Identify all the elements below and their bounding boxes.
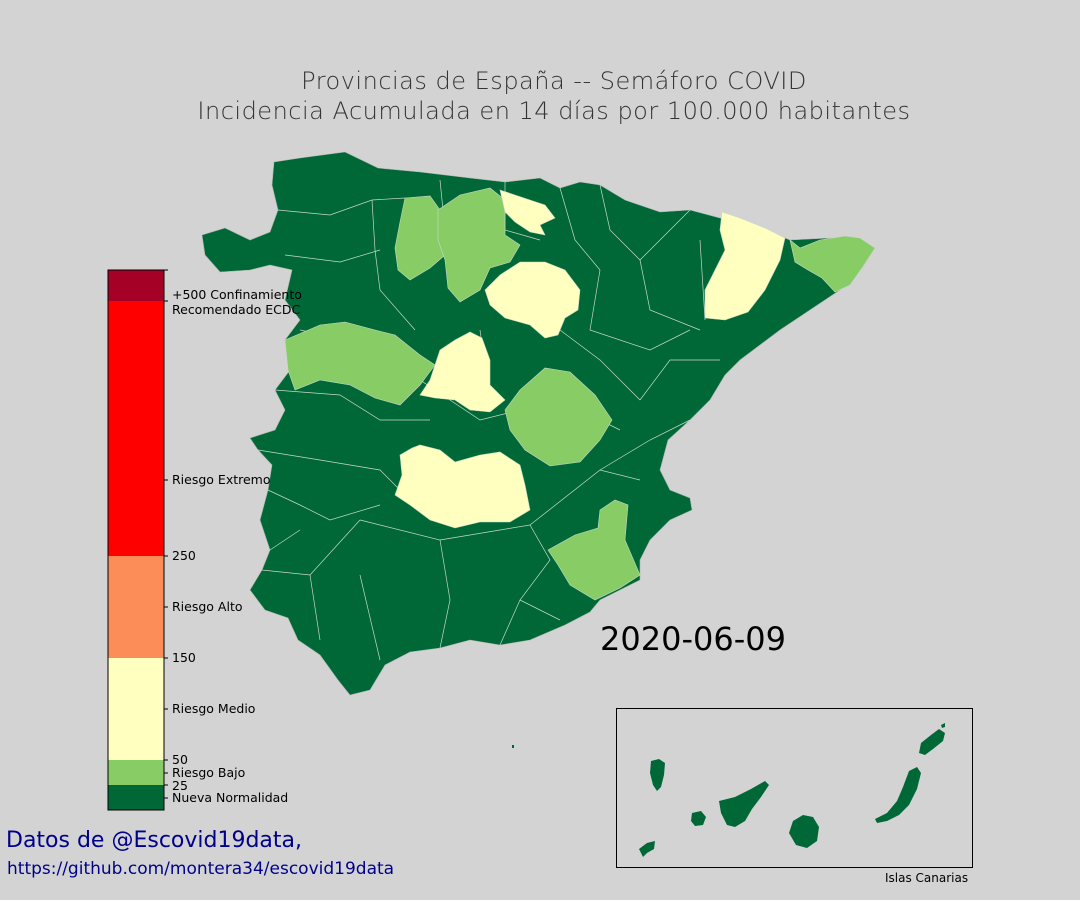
provinces-riesgo-medio xyxy=(394,189,786,529)
colorbar-segment-normal xyxy=(108,785,164,810)
province-alava xyxy=(499,189,556,236)
title-line-2: Incidencia Acumulada en 14 días por 100.… xyxy=(197,97,911,125)
colorbar-label-bajo: Riesgo Bajo xyxy=(172,765,246,780)
province-segovia-madrid xyxy=(419,331,506,413)
date-label: 2020-06-09 xyxy=(600,620,786,658)
provinces-riesgo-bajo xyxy=(284,187,876,601)
colorbar xyxy=(107,269,168,811)
province-leon xyxy=(394,195,446,281)
province-girona xyxy=(789,235,876,293)
credits-source: Datos de @Escovid19data, xyxy=(6,828,303,853)
island-la-graciosa xyxy=(941,723,945,728)
colorbar-segment-bajo xyxy=(108,760,164,785)
province-murcia xyxy=(547,499,641,601)
colorbar-tick-150: 150 xyxy=(172,650,196,665)
province-ciudad-real xyxy=(394,444,531,529)
colorbar-segment-confinamiento xyxy=(108,270,164,301)
colorbar-label-alto: Riesgo Alto xyxy=(172,599,243,614)
inset-label: Islas Canarias xyxy=(885,871,969,885)
island-la-palma xyxy=(650,759,665,791)
map-title: Provincias de España -- Semáforo COVID I… xyxy=(0,66,1080,126)
province-salamanca-zamora xyxy=(284,321,436,406)
canary-islands-inset xyxy=(616,708,973,868)
colorbar-label-confinamiento: +500 Confinamiento xyxy=(172,287,302,302)
colorbar-ticks xyxy=(164,269,168,799)
colorbar-label-medio: Riesgo Medio xyxy=(172,701,256,716)
colorbar-segment-alto xyxy=(108,556,164,658)
island-tenerife xyxy=(719,781,769,827)
colorbar-label-extremo: Riesgo Extremo xyxy=(172,472,271,487)
island-el-hierro xyxy=(639,841,655,857)
colorbar-segment-medio xyxy=(108,658,164,760)
province-burgos-palencia xyxy=(437,187,521,303)
island-fuerteventura xyxy=(875,767,921,823)
colorbar-label-confinamiento-2: Recomendado ECDC xyxy=(172,302,301,317)
colorbar-tick-50: 50 xyxy=(172,752,188,767)
island-lanzarote xyxy=(919,729,945,755)
province-soria xyxy=(484,261,581,339)
colorbar-segment-extremo xyxy=(108,301,164,556)
island-la-gomera xyxy=(691,811,706,826)
colorbar-tick-250: 250 xyxy=(172,548,196,563)
colorbar-label-normal: Nueva Normalidad xyxy=(172,790,289,805)
province-cuenca xyxy=(504,367,613,467)
title-line-1: Provincias de España -- Semáforo COVID xyxy=(301,67,807,95)
colorbar-tick-25: 25 xyxy=(172,778,188,793)
credits-url[interactable]: https://github.com/montera34/escovid19da… xyxy=(7,859,395,879)
colorbar-frame xyxy=(107,269,165,811)
alboran-islet xyxy=(512,745,514,748)
canary-islands-map xyxy=(639,723,945,857)
province-lleida xyxy=(704,211,786,321)
island-gran-canaria xyxy=(789,815,819,848)
